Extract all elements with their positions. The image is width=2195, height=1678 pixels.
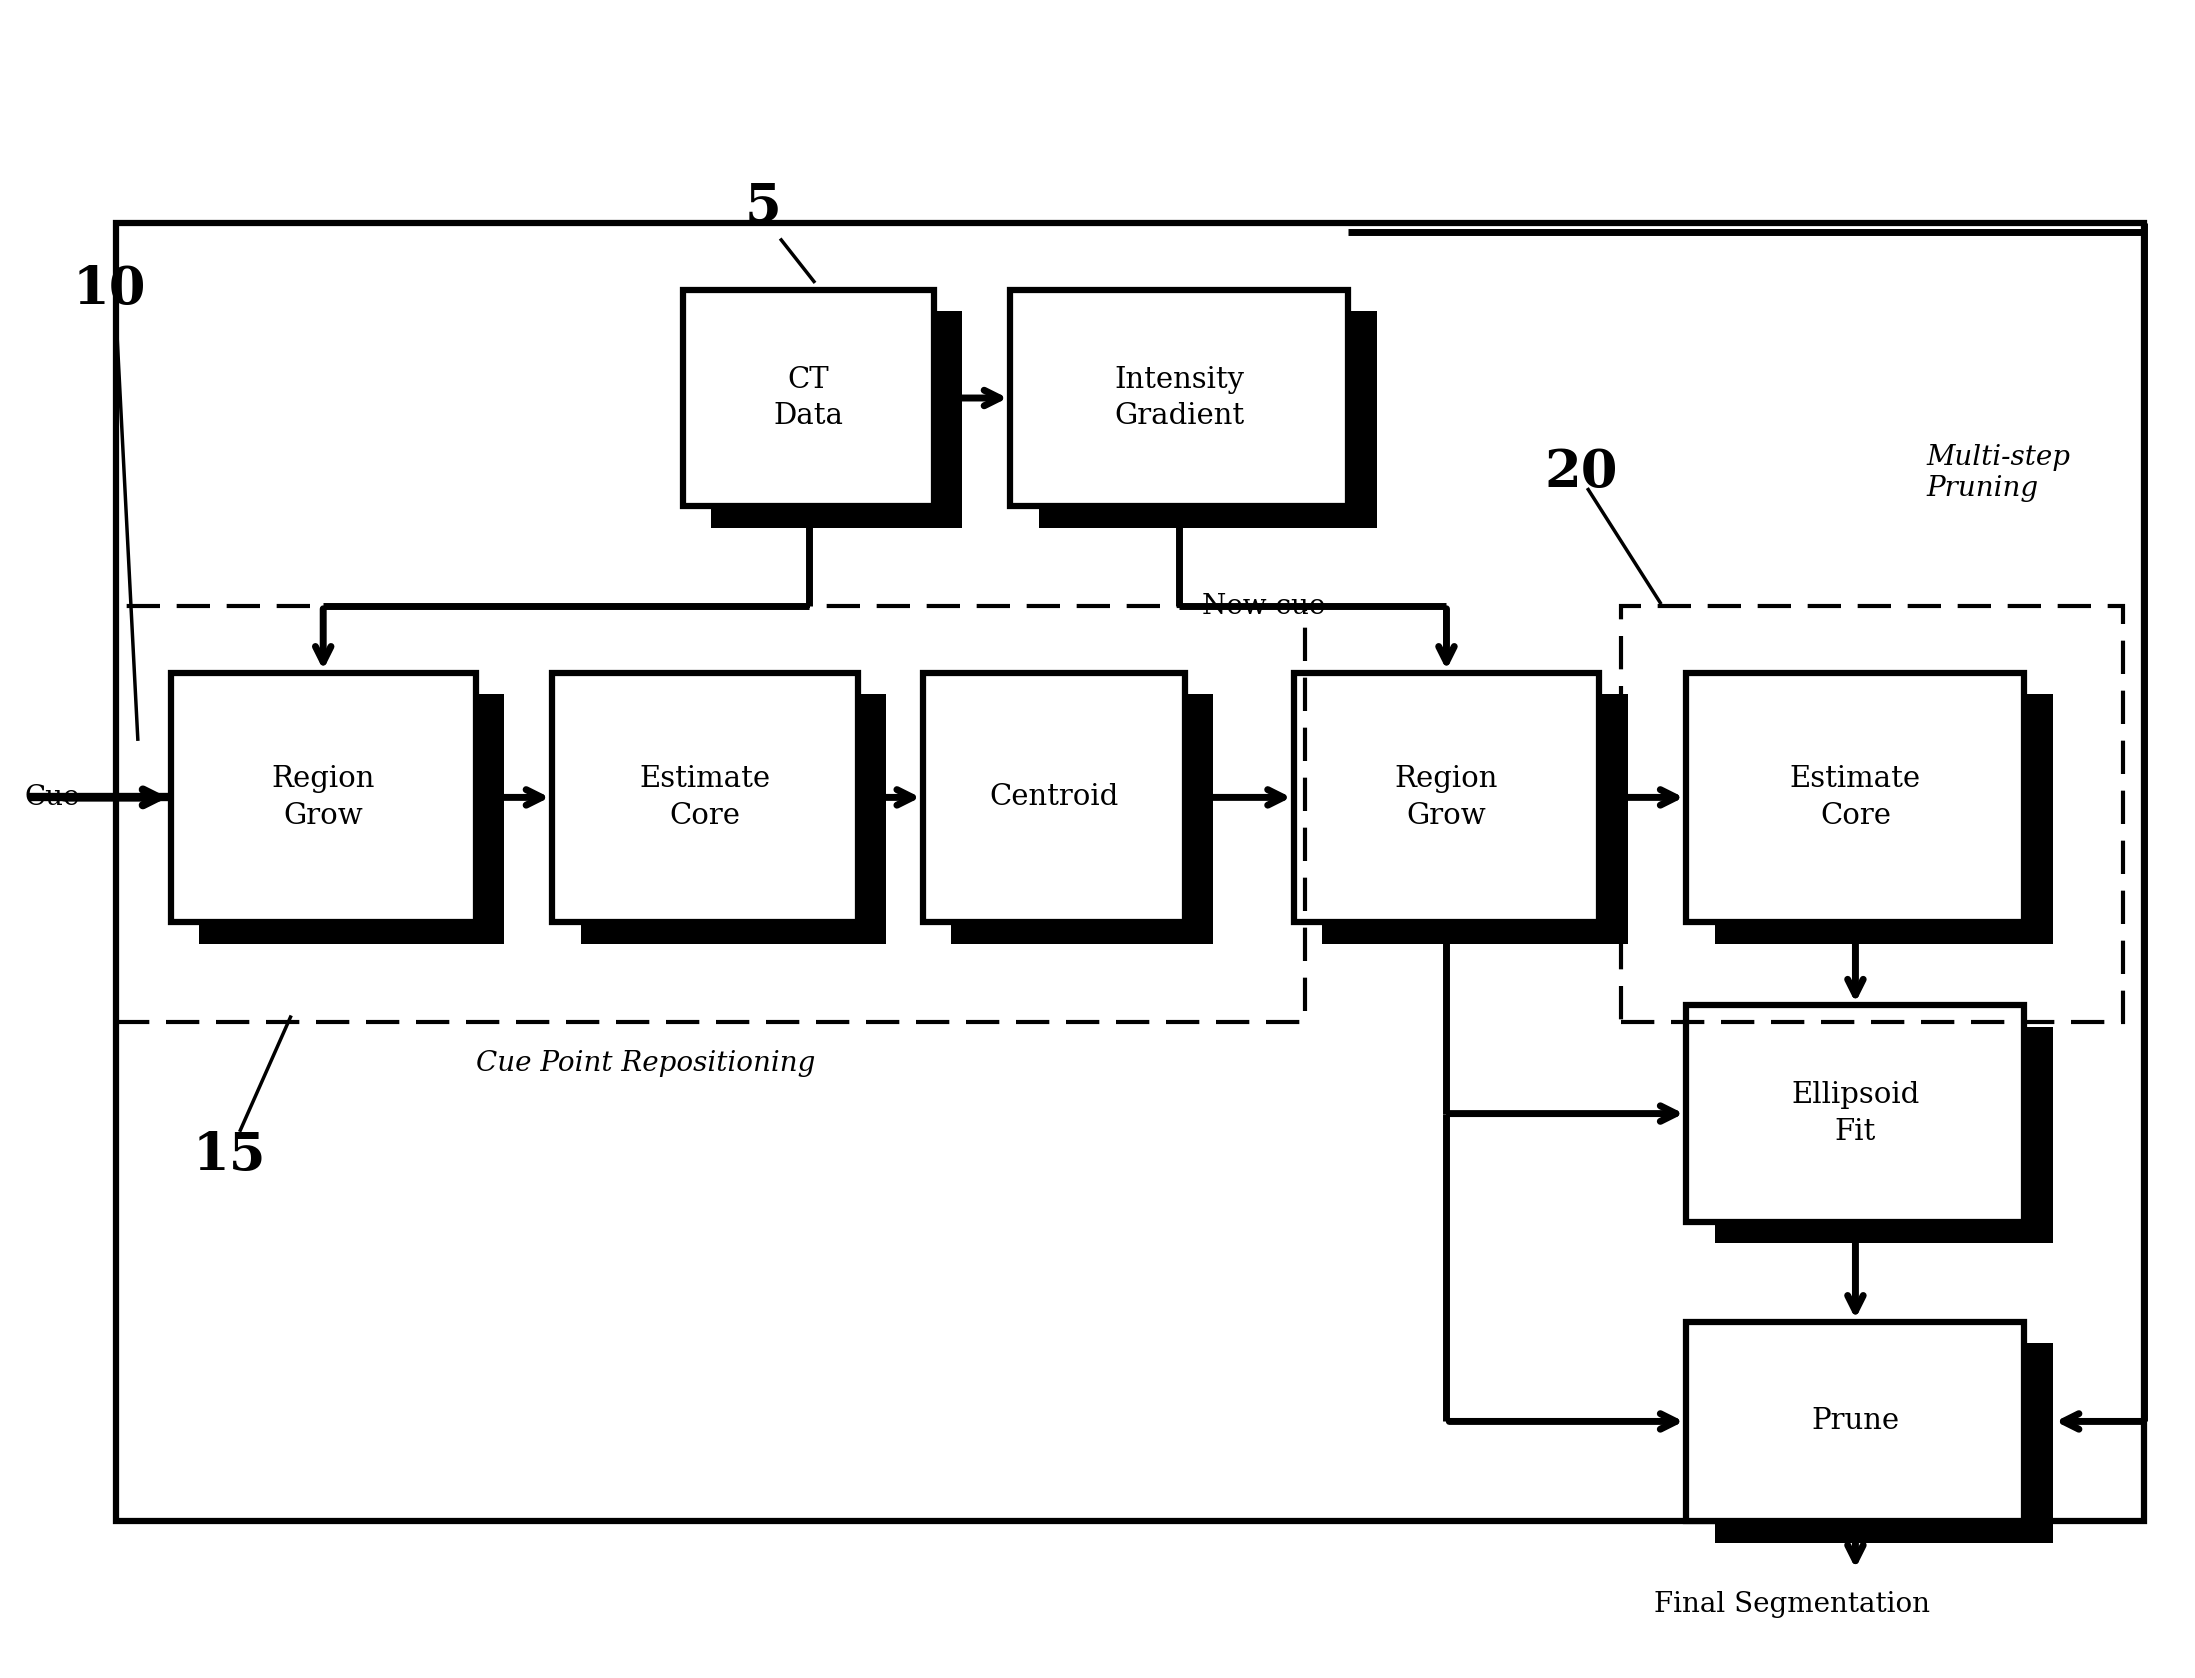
Text: Estimate
Core: Estimate Core [1789,765,1921,831]
Bar [1038,312,1376,529]
Bar [579,695,887,943]
Bar [1714,1027,2052,1243]
Text: Intensity
Gradient: Intensity Gradient [1115,366,1245,431]
Text: Region
Grow: Region Grow [272,765,375,831]
Text: Multi-step
Pruning: Multi-step Pruning [1927,443,2070,502]
Bar [924,673,1185,923]
Text: 10: 10 [72,265,145,315]
Bar [116,606,1304,1022]
Bar [1620,606,2123,1022]
Bar [1686,673,2024,923]
Bar [553,673,858,923]
Bar [683,290,933,507]
Text: 15: 15 [193,1129,266,1181]
Bar [1686,1005,2024,1222]
Bar [1714,695,2052,943]
Text: New cue: New cue [1203,592,1326,619]
Bar [116,223,2145,1522]
Bar [200,695,505,943]
Text: 20: 20 [1545,448,1618,498]
Text: Cue: Cue [24,784,79,810]
Text: Centroid: Centroid [990,784,1119,812]
Bar [1714,1342,2052,1542]
Bar [950,695,1214,943]
Text: Cue Point Repositioning: Cue Point Repositioning [476,1050,814,1077]
Text: Final Segmentation: Final Segmentation [1653,1591,1929,1618]
Bar [1293,673,1600,923]
Text: 5: 5 [744,181,781,232]
Bar [711,312,961,529]
Text: Ellipsoid
Fit: Ellipsoid Fit [1791,1081,1921,1146]
Text: Region
Grow: Region Grow [1394,765,1499,831]
Bar [171,673,476,923]
Bar [1321,695,1626,943]
Text: Prune: Prune [1811,1408,1899,1435]
Text: CT
Data: CT Data [773,366,843,431]
Bar [1686,1322,2024,1522]
Text: Estimate
Core: Estimate Core [639,765,770,831]
Bar [1010,290,1348,507]
